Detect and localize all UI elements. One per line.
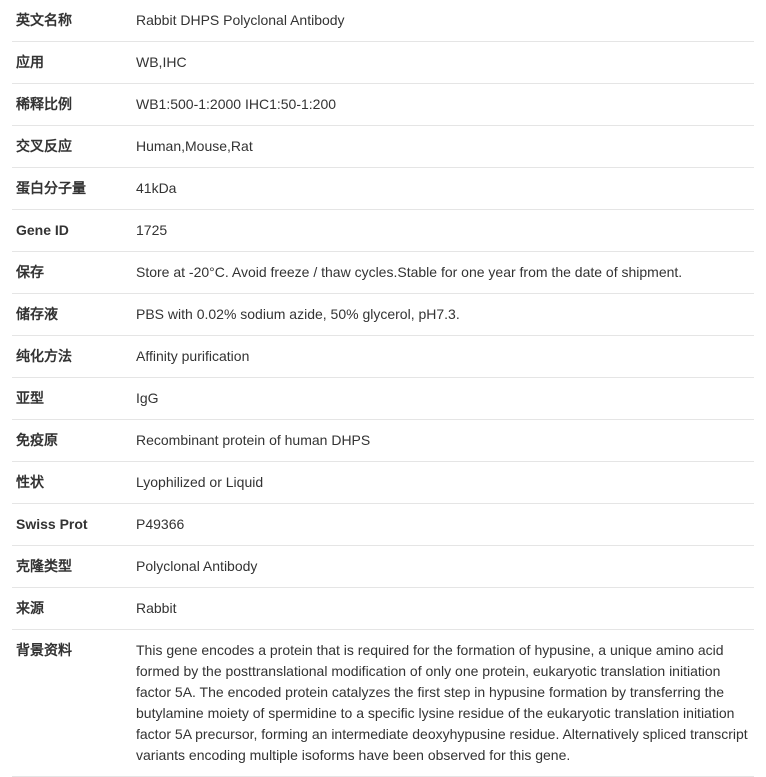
spec-value: WB,IHC	[132, 42, 754, 84]
spec-label: 应用	[12, 42, 132, 84]
spec-label: 蛋白分子量	[12, 168, 132, 210]
spec-value: Human,Mouse,Rat	[132, 126, 754, 168]
spec-label: Swiss Prot	[12, 504, 132, 546]
spec-value: Rabbit DHPS Polyclonal Antibody	[132, 0, 754, 42]
spec-table: 英文名称Rabbit DHPS Polyclonal Antibody 应用WB…	[12, 0, 754, 777]
table-row: 亚型IgG	[12, 378, 754, 420]
table-row: 免疫原Recombinant protein of human DHPS	[12, 420, 754, 462]
spec-label: 保存	[12, 252, 132, 294]
table-row: Gene ID1725	[12, 210, 754, 252]
spec-value: Store at -20°C. Avoid freeze / thaw cycl…	[132, 252, 754, 294]
table-row: 来源Rabbit	[12, 588, 754, 630]
spec-label: 英文名称	[12, 0, 132, 42]
table-row: 储存液PBS with 0.02% sodium azide, 50% glyc…	[12, 294, 754, 336]
table-row: 纯化方法Affinity purification	[12, 336, 754, 378]
spec-value: Polyclonal Antibody	[132, 546, 754, 588]
table-row: 保存Store at -20°C. Avoid freeze / thaw cy…	[12, 252, 754, 294]
spec-value: Affinity purification	[132, 336, 754, 378]
spec-label: 来源	[12, 588, 132, 630]
spec-value: Rabbit	[132, 588, 754, 630]
spec-label: 克隆类型	[12, 546, 132, 588]
spec-value: This gene encodes a protein that is requ…	[132, 630, 754, 777]
spec-label: 亚型	[12, 378, 132, 420]
spec-label: 纯化方法	[12, 336, 132, 378]
spec-label: 储存液	[12, 294, 132, 336]
table-row: 稀释比例WB1:500-1:2000 IHC1:50-1:200	[12, 84, 754, 126]
spec-label: 背景资料	[12, 630, 132, 777]
spec-label: 交叉反应	[12, 126, 132, 168]
spec-value: Recombinant protein of human DHPS	[132, 420, 754, 462]
table-row: 蛋白分子量41kDa	[12, 168, 754, 210]
spec-label: 免疫原	[12, 420, 132, 462]
spec-label: 稀释比例	[12, 84, 132, 126]
table-row: 背景资料This gene encodes a protein that is …	[12, 630, 754, 777]
spec-label: 性状	[12, 462, 132, 504]
spec-value: IgG	[132, 378, 754, 420]
spec-value: PBS with 0.02% sodium azide, 50% glycero…	[132, 294, 754, 336]
table-row: Swiss ProtP49366	[12, 504, 754, 546]
spec-value: P49366	[132, 504, 754, 546]
spec-table-body: 英文名称Rabbit DHPS Polyclonal Antibody 应用WB…	[12, 0, 754, 777]
table-row: 交叉反应Human,Mouse,Rat	[12, 126, 754, 168]
table-row: 克隆类型Polyclonal Antibody	[12, 546, 754, 588]
spec-label: Gene ID	[12, 210, 132, 252]
table-row: 性状Lyophilized or Liquid	[12, 462, 754, 504]
table-row: 应用WB,IHC	[12, 42, 754, 84]
spec-value: WB1:500-1:2000 IHC1:50-1:200	[132, 84, 754, 126]
table-row: 英文名称Rabbit DHPS Polyclonal Antibody	[12, 0, 754, 42]
spec-value: 1725	[132, 210, 754, 252]
spec-value: Lyophilized or Liquid	[132, 462, 754, 504]
spec-value: 41kDa	[132, 168, 754, 210]
